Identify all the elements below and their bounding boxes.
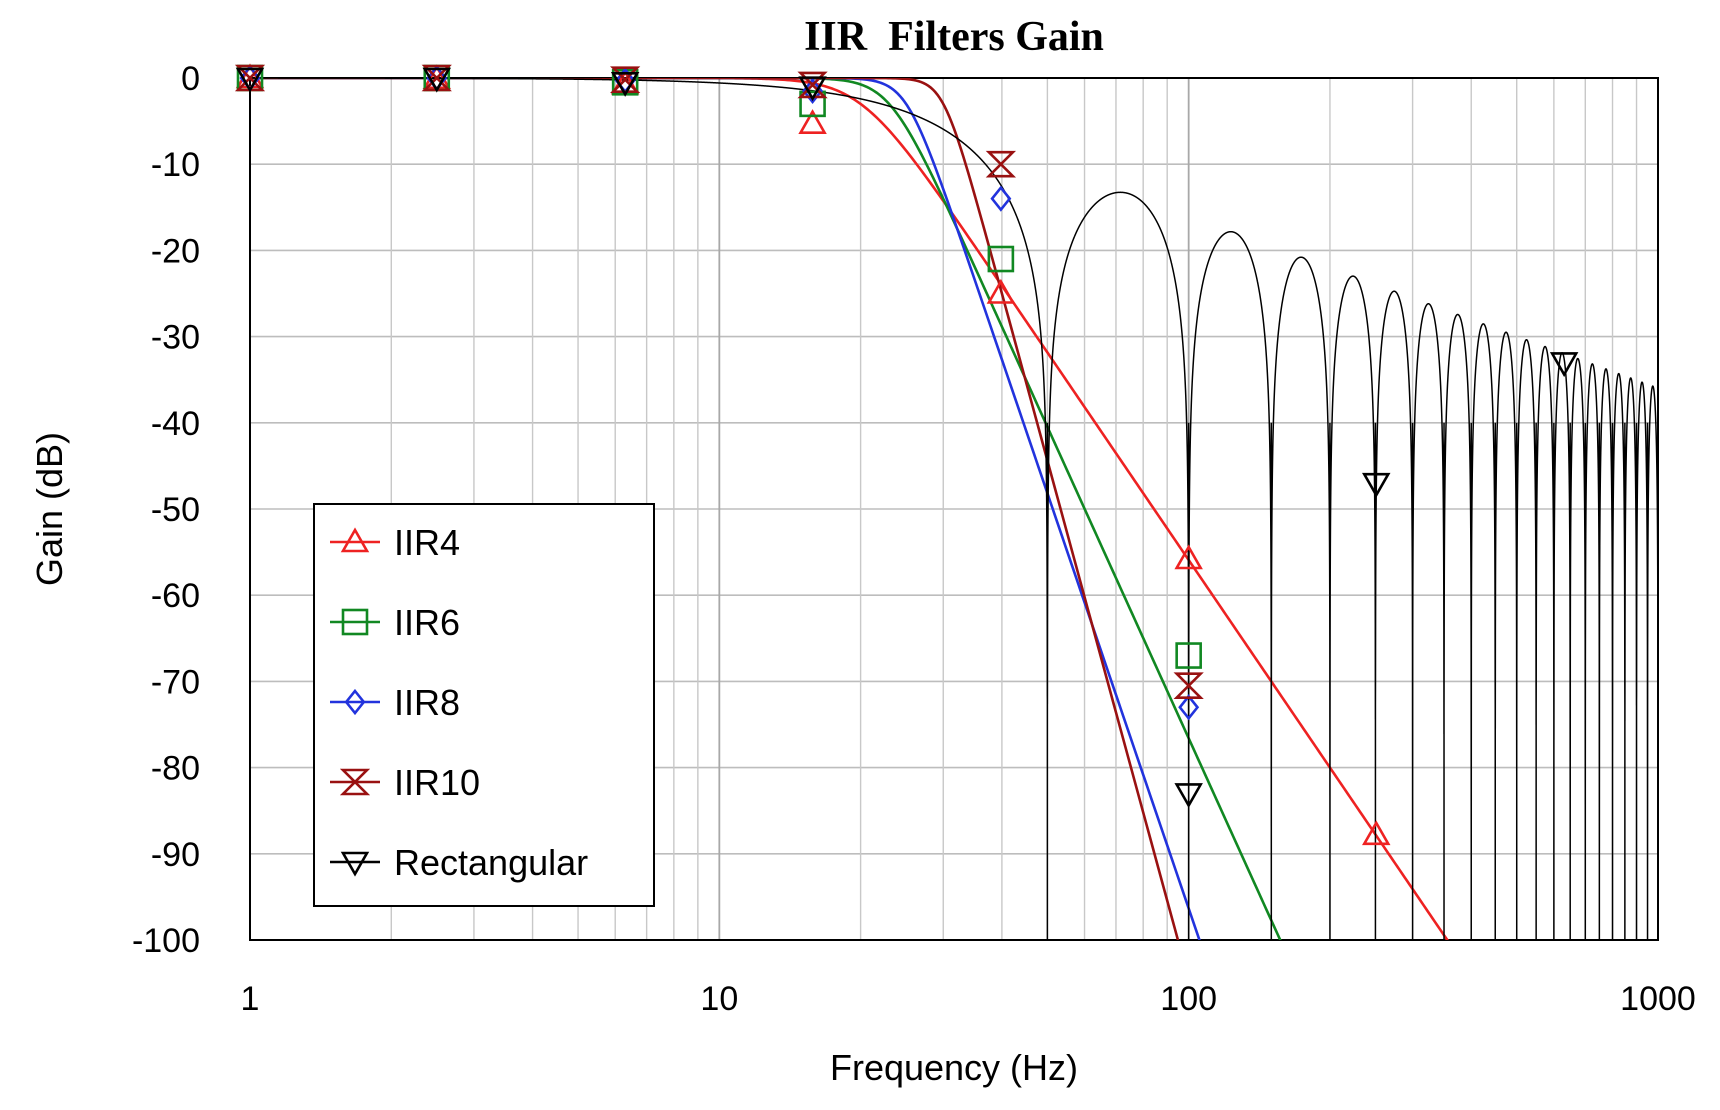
x-tick-label: 100 <box>1160 980 1217 1018</box>
marker-rectangular <box>1549 352 1579 378</box>
legend-box <box>313 503 655 907</box>
y-tick-label: -90 <box>151 836 200 874</box>
legend-label-iir10: IIR10 <box>394 762 480 803</box>
marker-rectangular <box>1362 472 1391 498</box>
marker-iir6 <box>987 245 1015 273</box>
x-tick-label: 1000 <box>1620 980 1696 1018</box>
chart-title: IIR Filters Gain <box>804 14 1104 60</box>
marker-iir4 <box>1362 820 1391 846</box>
legend: IIR4 IIR6 IIR8 IIR10 Rectangular <box>313 503 655 907</box>
x-tick-label: 1 <box>241 980 260 1018</box>
marker-iir6 <box>799 90 826 118</box>
legend-label-rectangular: Rectangular <box>394 842 588 883</box>
x-axis-ticks: 1 10 100 1000 <box>241 980 1696 1018</box>
y-tick-label: -30 <box>151 319 200 357</box>
y-tick-label: -10 <box>151 146 200 184</box>
marker-iir10 <box>985 150 1017 178</box>
marker-rectangular <box>1174 783 1203 809</box>
legend-marker-rectangular <box>340 851 370 877</box>
marker-iir8 <box>990 185 1012 212</box>
y-tick-label: -40 <box>151 405 200 443</box>
marker-iir10 <box>1173 672 1204 700</box>
marker-iir8 <box>1178 694 1200 721</box>
y-tick-label: -100 <box>132 922 200 960</box>
series-lines <box>250 78 1658 940</box>
legend-marker-iir10 <box>339 768 371 796</box>
legend-label-iir6: IIR6 <box>394 602 460 643</box>
y-tick-label: -80 <box>151 750 200 788</box>
marker-iir10 <box>610 66 641 94</box>
y-tick-label: -50 <box>151 491 200 529</box>
x-axis-label: Frequency (Hz) <box>830 1047 1078 1088</box>
y-tick-label: -70 <box>151 663 200 701</box>
legend-label-iir4: IIR4 <box>394 522 460 563</box>
legend-marker-iir8 <box>344 688 366 716</box>
legend-label-iir8: IIR8 <box>394 682 460 723</box>
y-tick-label: -60 <box>151 577 200 615</box>
y-axis-ticks: 0 -10 -20 -30 -40 -50 -60 -70 -80 -90 -100 <box>132 60 200 960</box>
marker-iir4 <box>986 278 1016 304</box>
series-line-iir8 <box>250 78 1201 940</box>
x-tick-label: 10 <box>700 980 738 1018</box>
y-axis-label: Gain (dB) <box>29 432 70 586</box>
legend-marker-iir4 <box>340 527 370 553</box>
legend-marker-iir6 <box>341 608 369 636</box>
marker-rectangular <box>235 67 265 93</box>
marker-rectangular <box>610 72 640 97</box>
series-line-iir10 <box>250 78 1180 940</box>
y-tick-label: 0 <box>181 60 200 98</box>
marker-iir4 <box>798 109 827 134</box>
marker-rectangular <box>798 76 827 102</box>
series-markers <box>234 63 1579 846</box>
y-tick-label: -20 <box>151 232 200 270</box>
marker-iir4 <box>1174 544 1203 570</box>
marker-rectangular <box>422 67 452 93</box>
series-line-rectangular <box>250 78 1658 940</box>
marker-iir10 <box>797 71 828 99</box>
marker-iir6 <box>1175 642 1202 669</box>
